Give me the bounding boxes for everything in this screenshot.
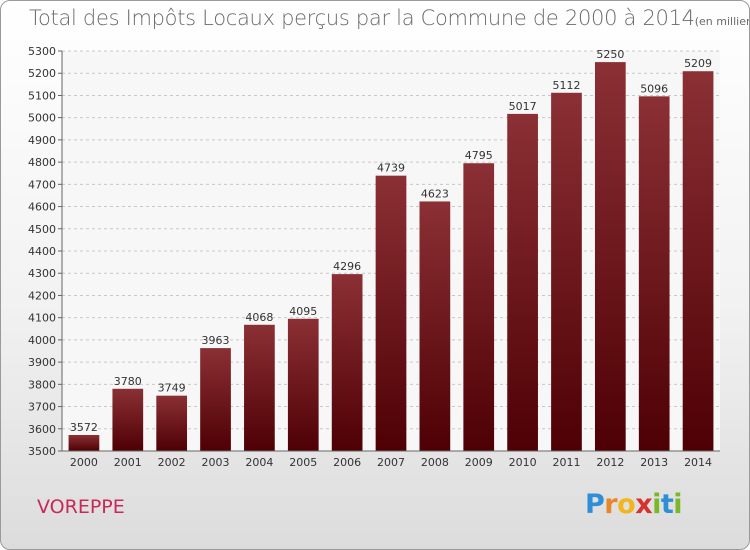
y-tick-label: 4900: [28, 134, 56, 147]
bar: [638, 96, 670, 451]
y-tick-label: 3700: [28, 401, 56, 414]
x-tick-label: 2013: [640, 456, 668, 469]
x-tick-label: 2003: [202, 456, 230, 469]
y-tick-label: 4600: [28, 201, 56, 214]
x-tick-label: 2004: [245, 456, 273, 469]
y-tick-label: 4700: [28, 178, 56, 191]
logo-letter: P: [585, 489, 605, 520]
y-tick-label: 3800: [28, 378, 56, 391]
chart-title-unit: (en milliers d'€): [694, 15, 749, 28]
x-tick-label: 2012: [596, 456, 624, 469]
bar: [287, 318, 319, 451]
bar: [682, 71, 714, 451]
bar: [112, 388, 144, 451]
y-tick-label: 4300: [28, 267, 56, 280]
y-tick-label: 4800: [28, 156, 56, 169]
bar-value-label: 5209: [684, 57, 712, 70]
logo-letter: i: [652, 489, 661, 520]
bar: [68, 435, 100, 451]
bar: [594, 62, 626, 451]
y-tick-label: 4400: [28, 245, 56, 258]
x-tick-label: 2014: [684, 456, 712, 469]
y-tick-label: 5000: [28, 112, 56, 125]
y-tick-label: 4000: [28, 334, 56, 347]
x-tick-label: 2008: [421, 456, 449, 469]
x-tick-label: 2006: [333, 456, 361, 469]
logo-letter: r: [604, 489, 618, 520]
x-tick-label: 2005: [289, 456, 317, 469]
bar: [419, 201, 451, 451]
bar: [200, 348, 231, 451]
x-tick-label: 2001: [114, 456, 142, 469]
bar-value-label: 3963: [202, 334, 230, 347]
logo-letter: x: [635, 489, 653, 520]
chart-title: Total des Impôts Locaux perçus par la Co…: [29, 6, 749, 30]
x-tick-label: 2000: [70, 456, 98, 469]
bar: [463, 163, 495, 451]
commune-name: VOREPPE: [37, 496, 125, 518]
y-tick-label: 5300: [28, 45, 56, 58]
bar-value-label: 4095: [289, 305, 317, 318]
logo-letter: t: [660, 489, 674, 520]
bar-value-label: 5250: [596, 48, 624, 61]
x-tick-label: 2010: [509, 456, 537, 469]
y-tick-label: 4500: [28, 223, 56, 236]
y-tick-label: 4100: [28, 312, 56, 325]
bar-value-label: 3749: [158, 382, 186, 395]
y-tick-label: 3500: [28, 445, 56, 458]
bar-value-label: 4739: [377, 162, 405, 175]
bar: [375, 175, 407, 451]
y-tick-label: 5200: [28, 67, 56, 80]
x-tick-label: 2002: [158, 456, 186, 469]
bar: [331, 274, 363, 451]
bar: [551, 92, 582, 452]
bar-value-label: 5017: [509, 100, 537, 113]
bar: [156, 395, 188, 451]
x-tick-label: 2011: [552, 456, 580, 469]
bar: [244, 324, 275, 451]
y-tick-label: 5100: [28, 89, 56, 102]
x-tick-label: 2009: [465, 456, 493, 469]
bar-value-label: 5096: [640, 82, 668, 95]
bar-value-label: 4296: [333, 260, 361, 273]
y-tick-label: 4200: [28, 289, 56, 302]
chart-title-text: Total des Impôts Locaux perçus par la Co…: [29, 6, 695, 30]
proxiti-logo: Proxiti: [585, 489, 683, 520]
logo-letter: o: [617, 489, 636, 520]
logo-letter: i: [673, 489, 683, 520]
bar-value-label: 4795: [465, 149, 493, 162]
bar-value-label: 5112: [552, 79, 580, 92]
bar-value-label: 4068: [245, 311, 273, 324]
bar-value-label: 4623: [421, 187, 449, 200]
bar-value-label: 3572: [70, 421, 98, 434]
x-tick-label: 2007: [377, 456, 405, 469]
bar: [507, 113, 538, 451]
y-tick-label: 3600: [28, 423, 56, 436]
y-tick-label: 3900: [28, 356, 56, 369]
bar-value-label: 3780: [114, 375, 142, 388]
